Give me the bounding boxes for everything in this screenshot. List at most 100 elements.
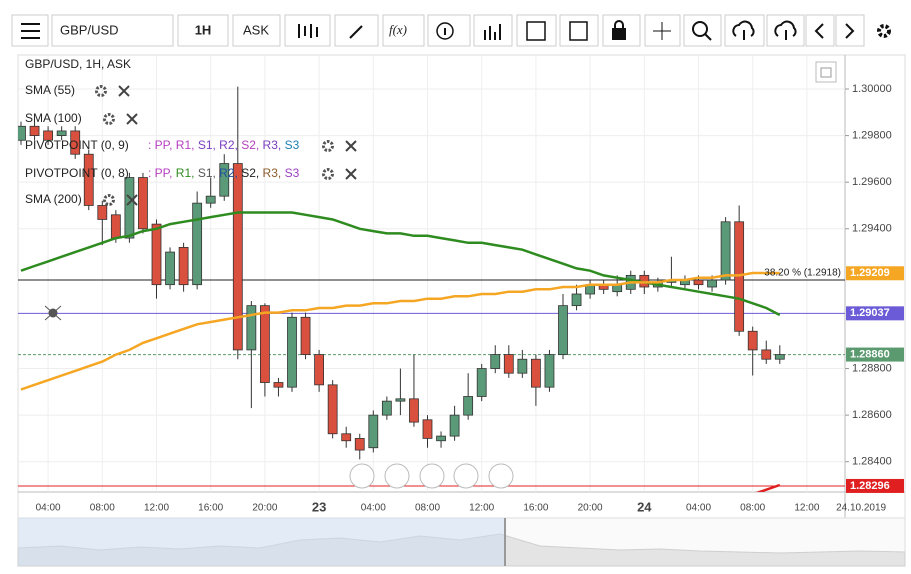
- info-button[interactable]: [427, 14, 471, 47]
- pivot-level: S2,: [238, 138, 259, 152]
- candle-body: [368, 414, 379, 449]
- price-label: 1.28860: [850, 348, 890, 360]
- candle-body: [43, 130, 53, 141]
- timeframe-select[interactable]: [177, 14, 229, 47]
- pivot-level: R1,: [172, 138, 194, 152]
- price-label-box: [846, 478, 904, 493]
- x-tick-label: 04:00: [686, 503, 711, 514]
- toolbar-icons: [21, 20, 891, 41]
- scroll-left-button[interactable]: [349, 463, 375, 489]
- candle-body: [707, 279, 717, 288]
- screenshot-button[interactable]: [815, 61, 837, 83]
- y-tick-label: 1.28400: [852, 456, 892, 468]
- sma-line: [755, 483, 781, 492]
- candle-body: [232, 163, 243, 351]
- price-type-label: ASK: [243, 22, 269, 37]
- pivot-level: R3,: [259, 166, 281, 180]
- remove-icon: [126, 113, 138, 125]
- price-type-select[interactable]: [232, 14, 281, 47]
- pivot-name: PIVOTPOINT (0, 9): [25, 138, 129, 152]
- candle-body: [476, 368, 487, 397]
- price-label-box: [846, 306, 904, 321]
- candle-body: [747, 330, 758, 351]
- candle-body: [409, 398, 419, 423]
- pivot-level: : PP,: [148, 166, 172, 180]
- candle-body: [300, 316, 311, 355]
- settings-icon: [322, 168, 334, 180]
- scroll-right-button[interactable]: [488, 463, 514, 489]
- x-tick-label: 12:00: [144, 503, 169, 514]
- levels: [18, 279, 845, 487]
- candle-body: [490, 354, 501, 369]
- timeframe-label: 1H: [195, 22, 212, 37]
- x-tick-label: 04:00: [36, 503, 61, 514]
- x-tick-label: 16:00: [198, 503, 223, 514]
- legend: GBP/USD, 1H, ASK SMA (55) SMA (100) PIVOTPO…: [25, 57, 357, 206]
- price-label-box: [846, 347, 904, 362]
- axes: 1.30000 1.29800 1.29600 1.29400 1.28800 1.286…: [36, 83, 904, 514]
- calendar-button[interactable]: [516, 14, 557, 47]
- reset-button[interactable]: [419, 463, 445, 489]
- candle-body: [70, 130, 81, 155]
- candle-body: [463, 396, 474, 416]
- crosshair-button[interactable]: [644, 14, 681, 47]
- price-label: 1.29209: [850, 267, 890, 279]
- symbol-select[interactable]: [51, 14, 174, 47]
- candle-body: [544, 354, 555, 388]
- candle-body: [83, 153, 94, 206]
- candle-body: [720, 221, 731, 281]
- x-tick-label: 08:00: [90, 503, 115, 514]
- remove-icon: [126, 194, 138, 206]
- navigator: [17, 517, 906, 567]
- pivot-levels: : PP, R1, S1, R2, S2, R3, S3: [148, 138, 300, 152]
- y-tick-label: 1.30000: [852, 83, 892, 95]
- news-button[interactable]: [559, 14, 599, 47]
- pivot-level: S3: [281, 166, 299, 180]
- prev-button[interactable]: [805, 14, 835, 47]
- zoom-button[interactable]: [683, 14, 722, 47]
- fib-label: 38.20 % (1.2918): [764, 268, 841, 279]
- candle-body: [56, 130, 67, 136]
- zoom-out-button[interactable]: [384, 463, 410, 489]
- settings-icon: [103, 194, 115, 206]
- candle-body: [774, 354, 785, 360]
- candle-body: [192, 202, 203, 286]
- settings-icon: [103, 113, 115, 125]
- next-button[interactable]: [835, 14, 865, 47]
- candle-body: [205, 195, 216, 204]
- candle-body: [178, 247, 189, 286]
- pivot-level: S3: [281, 138, 299, 152]
- pivot-level: S1,: [194, 138, 215, 152]
- candle-body: [693, 279, 704, 286]
- settings-icon: [95, 85, 107, 97]
- pivot-level: : PP,: [148, 138, 172, 152]
- toolbar: [11, 14, 865, 47]
- candle-body: [314, 354, 325, 386]
- remove-icon: [345, 140, 357, 152]
- candle-body: [110, 214, 121, 239]
- candle-body: [503, 354, 514, 374]
- candle-body: [449, 414, 460, 437]
- y-tick-label: 1.28800: [852, 362, 892, 374]
- candle-body: [517, 358, 528, 374]
- candle-body: [273, 382, 284, 388]
- sma-line: [20, 271, 780, 391]
- x-tick-label: 20:00: [578, 503, 603, 514]
- volume-button[interactable]: [473, 14, 513, 47]
- remove-icon: [118, 85, 130, 97]
- nav-buttons: [349, 463, 514, 489]
- pivot-level: R2,: [216, 166, 238, 180]
- y-tick-label: 1.29800: [852, 130, 892, 142]
- indicator-button[interactable]: [382, 14, 425, 47]
- candle-body: [29, 125, 40, 136]
- candles: [18, 86, 785, 460]
- x-tick-label: 23: [312, 499, 326, 514]
- pivot-level: R2,: [216, 138, 238, 152]
- candle-body: [97, 205, 108, 220]
- zoom-in-button[interactable]: [453, 463, 479, 489]
- candle-body: [287, 316, 297, 388]
- x-tick-label: 04:00: [361, 503, 386, 514]
- price-label: 1.29037: [850, 307, 890, 319]
- chart-type-button[interactable]: [284, 14, 331, 47]
- indicators: [20, 211, 781, 492]
